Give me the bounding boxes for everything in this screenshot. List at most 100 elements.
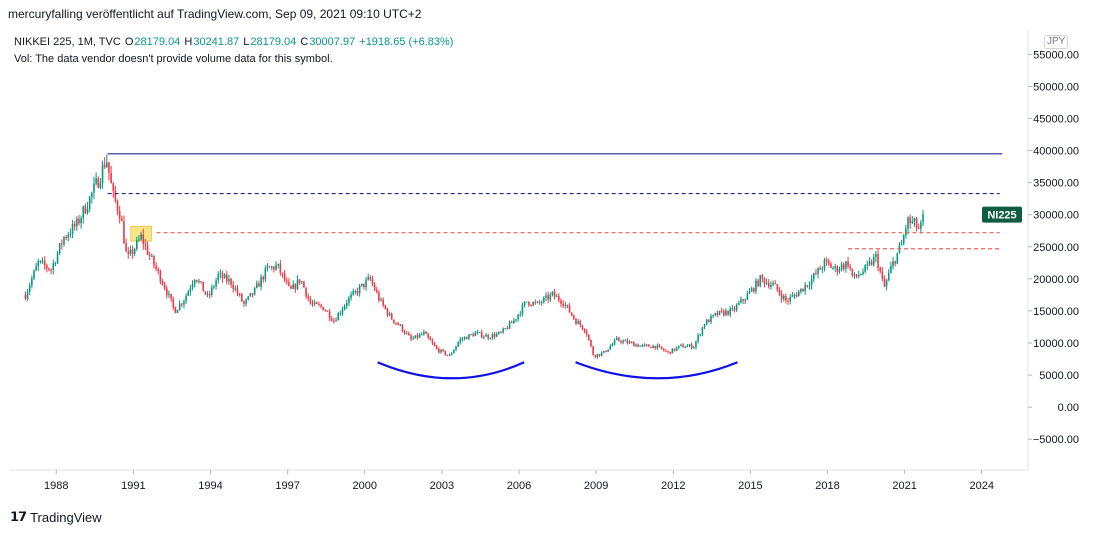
candle-body: [660, 346, 663, 349]
price-tick-label[interactable]: −5000.00: [1033, 434, 1079, 446]
axes: [10, 30, 1032, 474]
candle-body: [193, 280, 196, 285]
candle-body: [731, 308, 734, 310]
time-tick-label[interactable]: 2018: [815, 480, 839, 492]
candle-body: [50, 269, 52, 271]
candle-body: [669, 351, 672, 354]
price-tick-label[interactable]: 25000.00: [1033, 242, 1079, 254]
candle-body: [185, 295, 187, 302]
candle-body: [785, 296, 787, 301]
candle-body: [725, 310, 727, 316]
candle-body: [838, 269, 841, 272]
price-tick-label[interactable]: 35000.00: [1033, 178, 1079, 190]
candle-body: [791, 295, 794, 297]
price-tick-label[interactable]: 45000.00: [1033, 114, 1079, 126]
arc-2010s[interactable]: [575, 361, 738, 380]
candle-body: [365, 279, 367, 288]
candle-body: [435, 345, 438, 349]
candle-body: [864, 265, 866, 273]
time-tick-label[interactable]: 2006: [507, 480, 531, 492]
candle-body: [363, 283, 365, 288]
candle-body: [480, 332, 483, 338]
candle-body: [196, 280, 198, 282]
time-tick-label[interactable]: 2012: [661, 480, 685, 492]
price-tick-label[interactable]: 40000.00: [1033, 146, 1079, 158]
candle-body: [810, 278, 813, 286]
time-tick-label[interactable]: 1988: [44, 480, 68, 492]
candle-body: [740, 299, 742, 303]
candle-body: [438, 348, 440, 353]
time-tick-label[interactable]: 1997: [275, 480, 299, 492]
candle-body: [770, 285, 772, 287]
candle-body: [309, 298, 312, 304]
candle-body: [782, 296, 785, 300]
candle-body: [28, 285, 31, 292]
time-tick-label[interactable]: 2024: [969, 480, 993, 492]
price-tick-label[interactable]: 10000.00: [1033, 338, 1079, 350]
candle-body: [635, 344, 637, 347]
candle-body: [577, 321, 579, 324]
candle-body: [851, 268, 854, 276]
candle-body: [797, 291, 800, 297]
candle-body: [594, 355, 597, 358]
candle-body: [827, 260, 830, 264]
candle-body: [324, 310, 327, 312]
price-tick-label[interactable]: 0.00: [1058, 402, 1079, 414]
symbol-name[interactable]: NIKKEI 225, 1M, TVC: [14, 36, 121, 48]
candle-body: [371, 279, 374, 285]
candle-body: [211, 287, 213, 295]
candle-body: [97, 178, 100, 188]
price-tick-label[interactable]: 30000.00: [1033, 210, 1079, 222]
candle-body: [708, 319, 710, 323]
candle-body: [830, 263, 832, 269]
candle-body: [808, 285, 811, 287]
price-tick-label[interactable]: 55000.00: [1033, 49, 1079, 61]
candle-body: [228, 278, 230, 282]
candle-body: [917, 227, 920, 229]
time-tick-label[interactable]: 2009: [584, 480, 608, 492]
candle-body: [39, 260, 42, 262]
high-value: 30241.87: [193, 36, 240, 48]
tradingview-logo[interactable]: 𝟭𝟳 TradingView: [10, 509, 102, 525]
candle-body: [487, 335, 489, 339]
candle-body: [35, 266, 37, 271]
price-tick-label[interactable]: 15000.00: [1033, 306, 1079, 318]
candle-body: [91, 192, 93, 197]
price-tick-label[interactable]: 50000.00: [1033, 81, 1079, 93]
arc-2000s[interactable]: [377, 361, 525, 380]
candle-body: [626, 340, 629, 344]
drawings-front[interactable]: [107, 153, 1003, 380]
candle-body: [178, 303, 181, 310]
candle-body: [881, 271, 884, 279]
close-value: 30007.97: [309, 36, 356, 48]
price-tick-label[interactable]: 20000.00: [1033, 274, 1079, 286]
price-axis[interactable]: 55000.00 50000.00 45000.00 40000.00 35000.00…: [1033, 49, 1079, 446]
time-tick-label[interactable]: 2021: [892, 480, 916, 492]
time-axis[interactable]: 1988 1991 1994 1997 2000 2003 2006 2009 2012 2015…: [44, 480, 994, 492]
candle-body: [157, 268, 160, 271]
time-tick-label[interactable]: 2015: [738, 480, 762, 492]
candle-body: [176, 309, 179, 314]
candle-body: [491, 334, 494, 339]
price-tick-label[interactable]: 5000.00: [1039, 370, 1079, 382]
candle-body: [395, 322, 397, 324]
candle-body: [519, 314, 522, 316]
candle-body: [673, 348, 676, 351]
time-tick-label[interactable]: 1991: [121, 480, 145, 492]
candle-body: [48, 268, 50, 270]
candle-body: [369, 277, 372, 280]
currency-badge[interactable]: JPY: [1044, 35, 1069, 49]
candle-body: [579, 321, 582, 326]
candle-body: [356, 291, 359, 294]
candle-body: [161, 281, 164, 285]
time-tick-label[interactable]: 2003: [430, 480, 454, 492]
time-tick-label[interactable]: 1994: [198, 480, 222, 492]
candle-body: [549, 294, 552, 300]
candle-body: [761, 275, 764, 279]
time-tick-label[interactable]: 2000: [353, 480, 377, 492]
candle-body: [76, 218, 78, 227]
candle-body: [720, 310, 723, 312]
candle-body: [268, 266, 271, 268]
candle-body: [470, 334, 472, 336]
